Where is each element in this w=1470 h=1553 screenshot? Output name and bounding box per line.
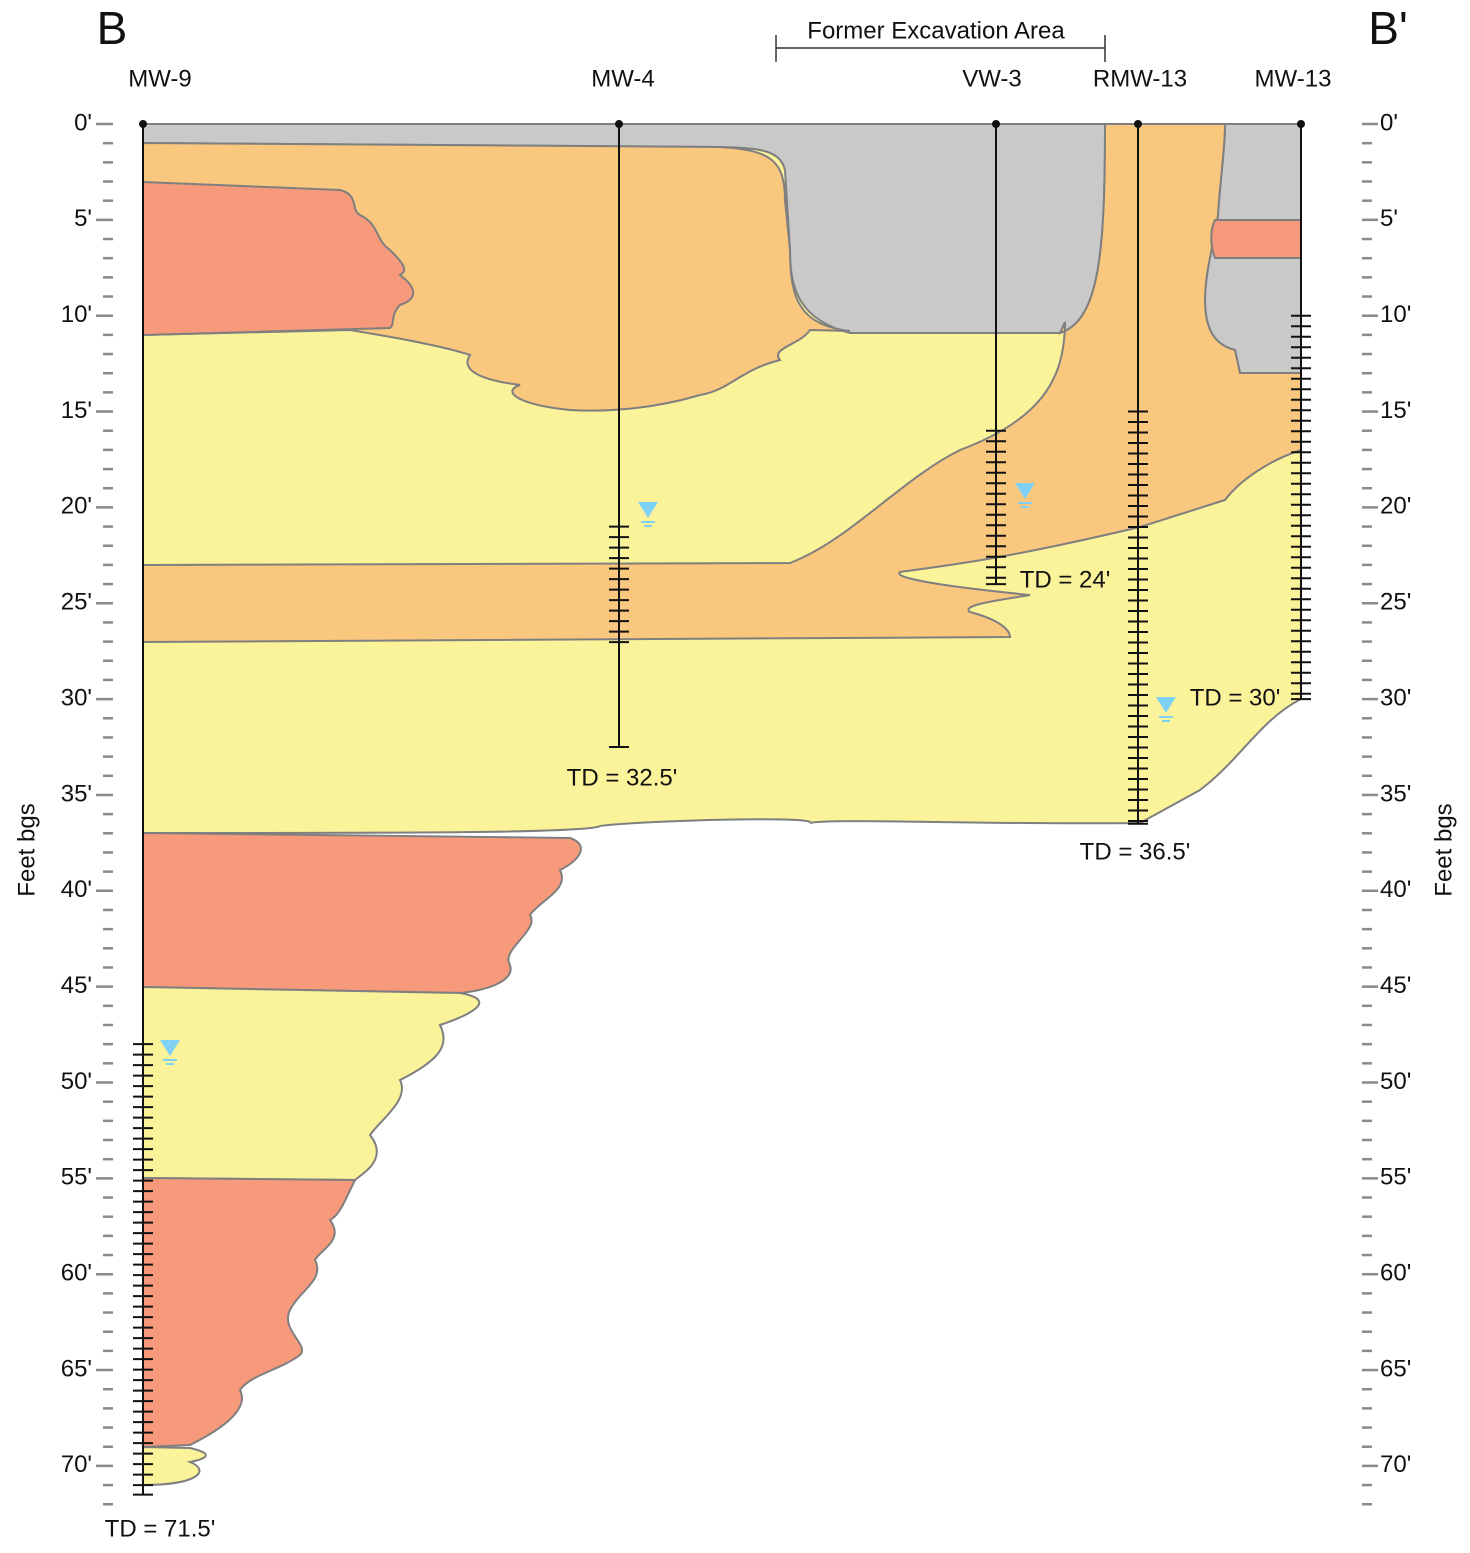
- depth-label: 0': [1380, 109, 1398, 136]
- depth-label: 50': [1380, 1068, 1411, 1095]
- depth-label: 65': [61, 1355, 92, 1382]
- excavation-bracket: [775, 35, 1106, 62]
- clay-layer: [142, 1176, 357, 1449]
- depth-label: 35': [61, 780, 92, 807]
- axis-label: Feet bgs: [13, 803, 40, 896]
- depth-label: 70': [61, 1451, 92, 1478]
- total-depth: TD = 24': [1020, 566, 1111, 593]
- well-name: VW-3: [962, 65, 1022, 92]
- total-depth: TD = 30': [1190, 684, 1281, 711]
- depth-label: 45': [1380, 972, 1411, 999]
- well-name: RMW-13: [1093, 65, 1187, 92]
- well-head: [615, 120, 623, 128]
- depth-label: 55': [1380, 1164, 1411, 1191]
- well-name: MW-13: [1255, 65, 1332, 92]
- section-start: B: [97, 2, 128, 54]
- layers: [142, 123, 1302, 1487]
- well-head: [992, 120, 1000, 128]
- clay-layer: [142, 180, 415, 337]
- depth-label: 10': [1380, 301, 1411, 328]
- depth-label: 25': [61, 589, 92, 616]
- water-level: [638, 502, 658, 518]
- total-depth: TD = 32.5': [567, 764, 678, 791]
- total-depth: TD = 71.5': [105, 1515, 216, 1542]
- depth-label: 0': [74, 109, 92, 136]
- total-depth: TD = 36.5': [1080, 838, 1191, 865]
- depth-label: 60': [61, 1260, 92, 1287]
- depth-label: 35': [1380, 780, 1411, 807]
- well-head: [1297, 120, 1305, 128]
- depth-label: 20': [61, 493, 92, 520]
- sand-layer: [142, 1445, 207, 1487]
- depth-label: 40': [1380, 876, 1411, 903]
- depth-label: 15': [61, 397, 92, 424]
- clay-layer: [142, 831, 582, 995]
- water-level: [1015, 483, 1035, 499]
- depth-label: 40': [61, 876, 92, 903]
- depth-label: 15': [1380, 397, 1411, 424]
- depth-label: 60': [1380, 1260, 1411, 1287]
- excavation-label: Former Excavation Area: [807, 17, 1065, 44]
- well-head: [1134, 120, 1142, 128]
- water-level: [1156, 697, 1176, 713]
- depth-label: 70': [1380, 1451, 1411, 1478]
- well-name: MW-9: [128, 65, 192, 92]
- section-end: B': [1368, 2, 1407, 54]
- depth-label: 10': [61, 301, 92, 328]
- depth-label: 30': [1380, 684, 1411, 711]
- depth-label: 30': [61, 684, 92, 711]
- water-level: [160, 1040, 180, 1056]
- depth-label: 50': [61, 1068, 92, 1095]
- well-name: MW-4: [591, 65, 655, 92]
- depth-label: 5': [74, 205, 92, 232]
- well-head: [139, 120, 147, 128]
- clay-layer: [1210, 219, 1302, 259]
- depth-label: 25': [1380, 589, 1411, 616]
- depth-label: 65': [1380, 1355, 1411, 1382]
- sand-layer: [142, 985, 481, 1182]
- depth-label: 55': [61, 1164, 92, 1191]
- depth-label: 5': [1380, 205, 1398, 232]
- silt-layer: [142, 123, 1302, 644]
- depth-label: 45': [61, 972, 92, 999]
- axis-label: Feet bgs: [1430, 803, 1457, 896]
- depth-label: 20': [1380, 493, 1411, 520]
